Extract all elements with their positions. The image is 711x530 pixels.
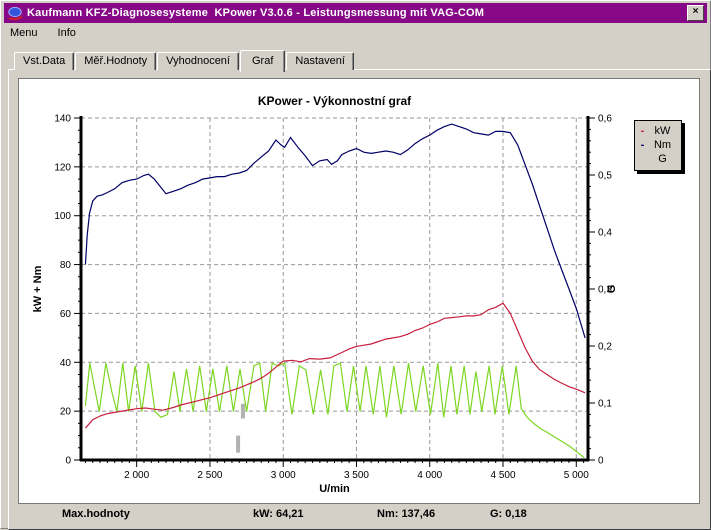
svg-text:60: 60 bbox=[60, 309, 72, 320]
svg-text:100: 100 bbox=[54, 211, 71, 222]
g-legend-dash bbox=[638, 152, 647, 166]
tab-vyhodnoceni[interactable]: Vyhodnocení bbox=[157, 52, 239, 70]
chart-area: 0 20 40 60 80 100 120 140 0 0,1 0,2 0,3 0,4 0,5 0,6 2 0… bbox=[18, 78, 700, 504]
svg-text:20: 20 bbox=[60, 407, 72, 418]
legend-item-g: G bbox=[638, 152, 678, 166]
menu-item-menu[interactable]: Menu bbox=[10, 27, 38, 39]
menu-item-info[interactable]: Info bbox=[57, 27, 76, 39]
svg-text:U/min: U/min bbox=[319, 483, 350, 495]
svg-text:4 000: 4 000 bbox=[417, 470, 442, 481]
performance-chart: 0 20 40 60 80 100 120 140 0 0,1 0,2 0,3 0,4 0,5 0,6 2 0… bbox=[32, 94, 618, 495]
menu-bar: Menu Info bbox=[6, 25, 92, 43]
tab-nastaveni[interactable]: Nastavení bbox=[286, 52, 354, 70]
status-nm-max: Nm: 137,46 bbox=[377, 508, 436, 520]
tab-mer-hodnoty[interactable]: Měř.Hodnoty bbox=[75, 52, 157, 70]
svg-text:0,6: 0,6 bbox=[598, 114, 612, 125]
chart-legend: - kW - Nm G bbox=[634, 120, 682, 171]
status-g-max: G: 0,18 bbox=[490, 508, 527, 520]
status-max-label: Max.hodnoty bbox=[62, 508, 130, 520]
svg-text:0,1: 0,1 bbox=[598, 399, 612, 410]
svg-text:4 500: 4 500 bbox=[490, 470, 515, 481]
svg-text:0: 0 bbox=[65, 456, 71, 467]
svg-text:kW + Nm: kW + Nm bbox=[32, 265, 44, 312]
svg-text:G: G bbox=[606, 285, 618, 294]
svg-text:3 500: 3 500 bbox=[344, 470, 369, 481]
title-bar: Kaufmann KFZ-Diagnosesysteme KPower V3.0… bbox=[4, 3, 707, 23]
tab-vst-data[interactable]: Vst.Data bbox=[14, 52, 75, 70]
svg-text:2 500: 2 500 bbox=[197, 470, 222, 481]
close-button[interactable]: × bbox=[687, 5, 704, 21]
nm-legend-dash: - bbox=[640, 139, 645, 151]
svg-text:140: 140 bbox=[54, 114, 71, 125]
kw-legend-label: kW bbox=[654, 125, 671, 137]
svg-text:0: 0 bbox=[598, 456, 604, 467]
svg-text:0,4: 0,4 bbox=[598, 228, 612, 239]
svg-text:0,2: 0,2 bbox=[598, 342, 612, 353]
tab-graf[interactable]: Graf bbox=[239, 50, 286, 72]
status-bar: Max.hodnoty kW: 64,21 Nm: 137,46 G: 0,18 bbox=[0, 508, 711, 526]
svg-text:2 000: 2 000 bbox=[124, 470, 149, 481]
kw-legend-dash: - bbox=[640, 125, 645, 137]
svg-text:0,5: 0,5 bbox=[598, 171, 612, 182]
svg-text:80: 80 bbox=[60, 260, 72, 271]
legend-item-nm: - Nm bbox=[638, 138, 678, 152]
svg-text:3 000: 3 000 bbox=[271, 470, 296, 481]
tab-bar: Vst.Data Měř.Hodnoty Vyhodnocení Graf Na… bbox=[14, 49, 355, 72]
svg-text:0,3: 0,3 bbox=[598, 285, 612, 296]
status-kw-max: kW: 64,21 bbox=[253, 508, 304, 520]
svg-text:120: 120 bbox=[54, 162, 71, 173]
svg-text:KPower - Výkonnostní graf: KPower - Výkonnostní graf bbox=[258, 94, 412, 108]
nm-legend-label: Nm bbox=[653, 139, 672, 151]
g-legend-label: G bbox=[658, 153, 667, 165]
svg-text:40: 40 bbox=[60, 358, 72, 369]
app-icon bbox=[8, 6, 23, 20]
legend-item-kw: - kW bbox=[638, 124, 678, 138]
svg-text:5 000: 5 000 bbox=[564, 470, 589, 481]
window-title: Kaufmann KFZ-Diagnosesysteme KPower V3.0… bbox=[27, 7, 485, 19]
